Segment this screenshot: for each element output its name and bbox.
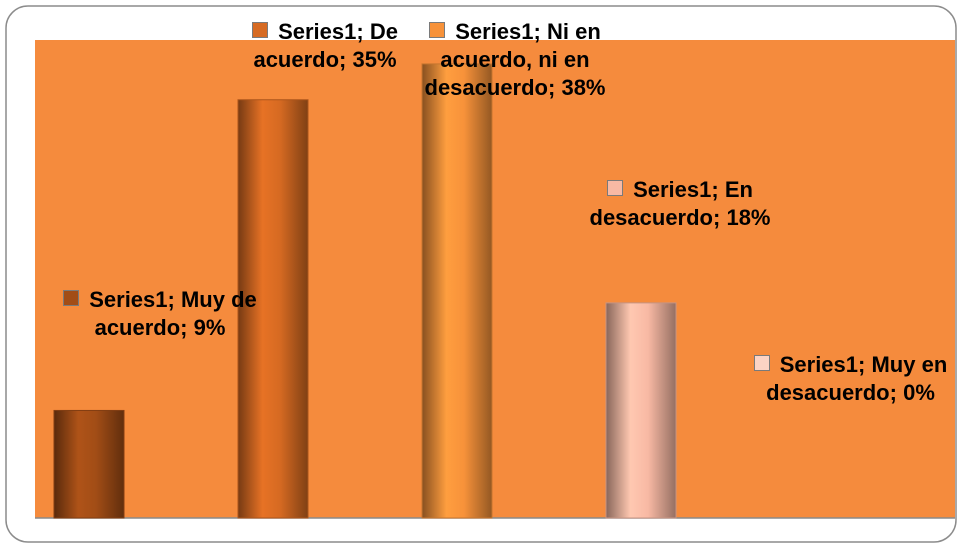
data-label: Series1; En desacuerdo; 18%: [565, 176, 795, 232]
data-label: Series1; Ni en acuerdo, ni en desacuerdo…: [420, 18, 610, 102]
separator: ;: [548, 75, 556, 100]
separator: ;: [711, 177, 719, 202]
category-label: Muy en desacuerdo: [766, 352, 948, 405]
category-label: En desacuerdo: [589, 177, 753, 230]
value-label: 9%: [193, 315, 226, 340]
separator: ;: [713, 205, 721, 230]
legend-key: [753, 355, 770, 371]
series-name: Series1: [455, 19, 534, 44]
bar: [421, 63, 493, 519]
bar: [53, 409, 125, 519]
bar: [605, 302, 677, 519]
category-label: De acuerdo: [253, 19, 398, 72]
legend-key: [607, 180, 624, 196]
series-name: Series1: [278, 19, 357, 44]
separator: ;: [339, 47, 347, 72]
separator: ;: [167, 287, 175, 312]
plot-area: [35, 40, 955, 518]
data-label: Series1; De acuerdo; 35%: [250, 18, 400, 74]
data-label: Series1; Muy en desacuerdo; 0%: [738, 351, 962, 407]
value-label: 35%: [352, 47, 397, 72]
value-label: 18%: [726, 205, 771, 230]
bar: [237, 99, 309, 519]
category-label: Muy de acuerdo: [94, 287, 257, 340]
separator: ;: [858, 352, 866, 377]
legend-key: [63, 290, 80, 306]
separator: ;: [356, 19, 364, 44]
data-label: Series1; Muy de acuerdo; 9%: [40, 286, 280, 342]
legend-key: [429, 22, 446, 38]
series-name: Series1: [779, 352, 859, 377]
separator: ;: [533, 19, 541, 44]
separator: ;: [180, 315, 188, 340]
separator: ;: [889, 380, 897, 405]
series-name: Series1: [89, 287, 168, 312]
category-label: Ni en acuerdo, ni en desacuerdo: [424, 19, 601, 100]
value-label: 38%: [561, 75, 606, 100]
series-name: Series1: [633, 177, 712, 202]
value-label: 0%: [903, 380, 935, 405]
legend-key: [252, 22, 269, 38]
